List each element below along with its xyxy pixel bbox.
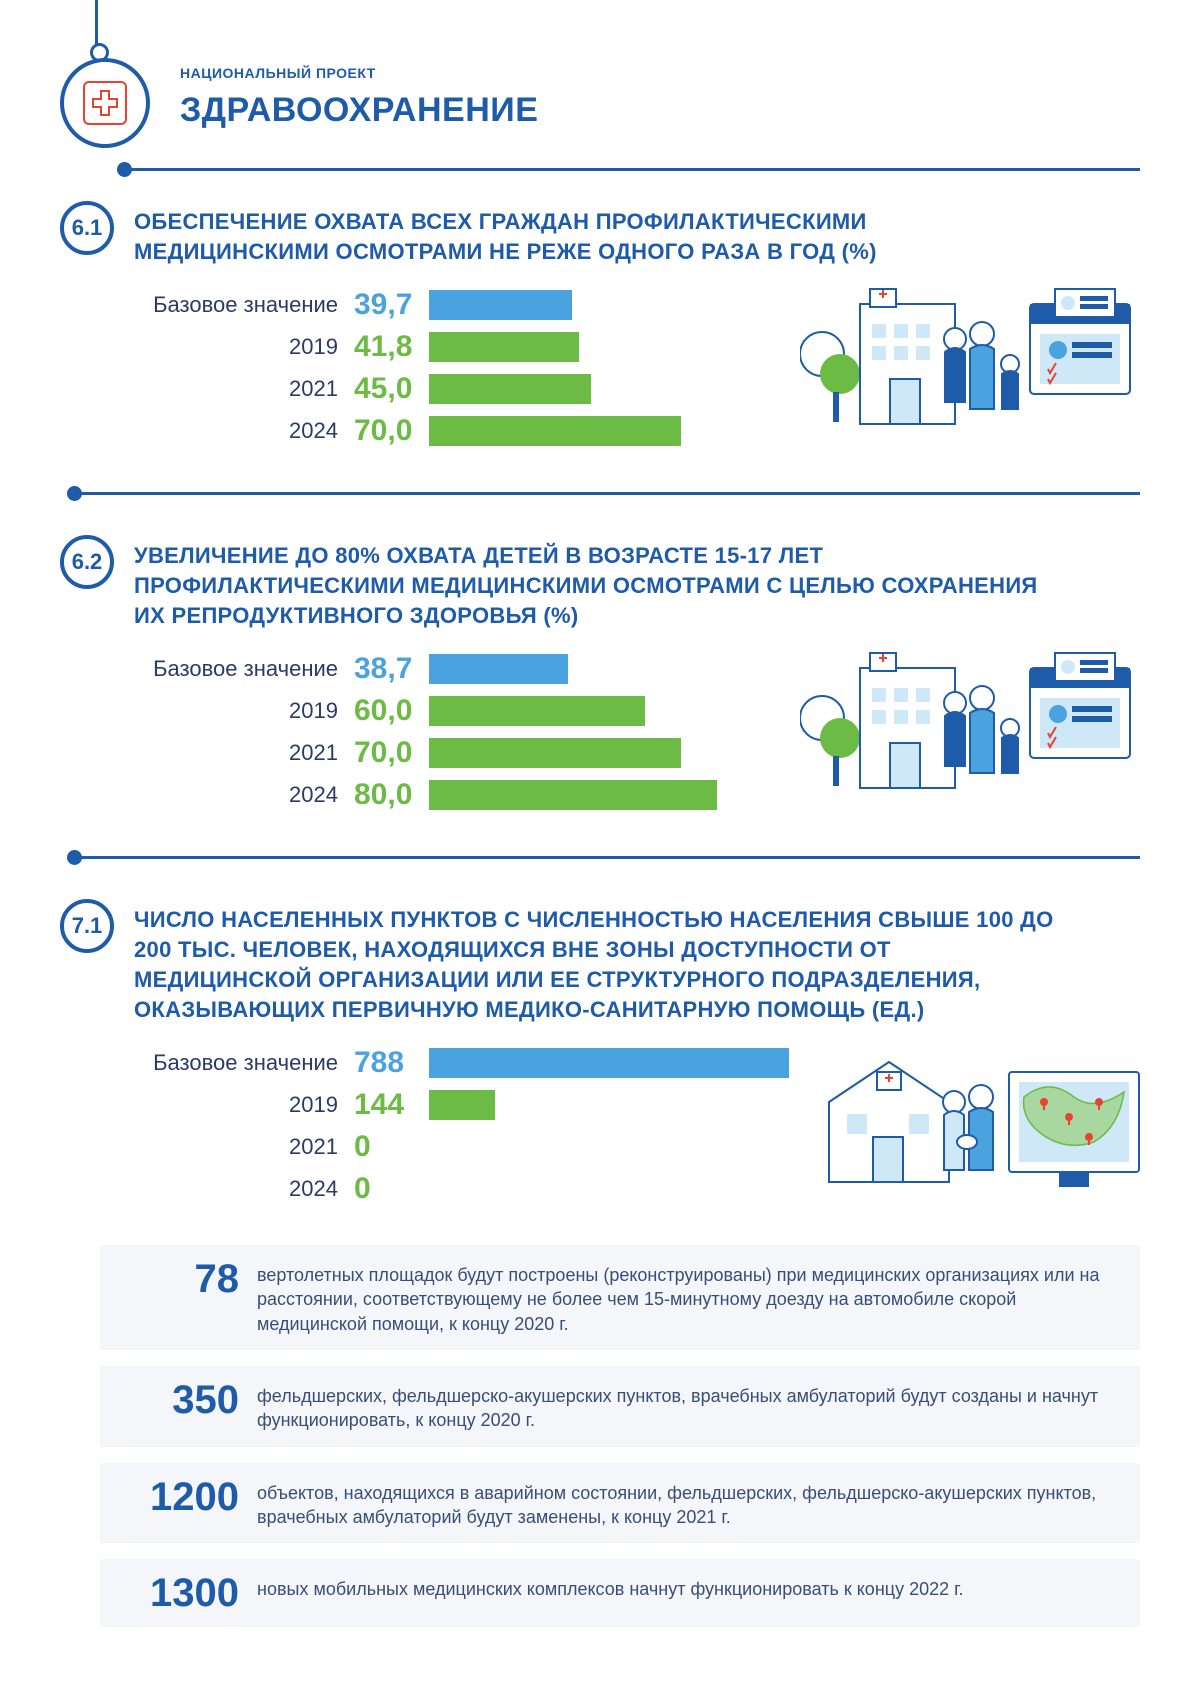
chart-bar bbox=[429, 738, 681, 768]
chart-row-label: 2019 bbox=[134, 1092, 354, 1118]
stat-text: вертолетных площадок будут построены (ре… bbox=[257, 1259, 1118, 1336]
chart-row-value: 80,0 bbox=[354, 778, 429, 812]
chart-row-label: 2021 bbox=[134, 740, 354, 766]
section-title: ЧИСЛО НАСЕЛЕННЫХ ПУНКТОВ С ЧИСЛЕННОСТЬЮ … bbox=[134, 905, 1054, 1024]
stat-number: 1200 bbox=[114, 1477, 239, 1517]
chart-row-label: 2024 bbox=[134, 1176, 354, 1202]
bar-chart: Базовое значение39,7201941,8202145,02024… bbox=[134, 284, 780, 452]
stat-row: 1300 новых мобильных медицинских комплекс… bbox=[100, 1559, 1140, 1627]
stat-text: новых мобильных медицинских комплексов н… bbox=[257, 1573, 963, 1601]
header-divider bbox=[120, 168, 1140, 171]
chart-row-label: 2021 bbox=[134, 376, 354, 402]
stat-number: 1300 bbox=[114, 1573, 239, 1613]
clinic-map-illustration bbox=[809, 1042, 1149, 1207]
stat-row: 350 фельдшерских, фельдшерско-акушерских … bbox=[100, 1366, 1140, 1447]
stat-text: объектов, находящихся в аварийном состоя… bbox=[257, 1477, 1118, 1530]
medical-cross-icon bbox=[83, 81, 127, 125]
chart-row-label: 2021 bbox=[134, 1134, 354, 1160]
stat-text: фельдшерских, фельдшерско-акушерских пун… bbox=[257, 1380, 1118, 1433]
chart-row: 202470,0 bbox=[134, 410, 780, 452]
chart-bar bbox=[429, 1048, 789, 1078]
chart-row: 201960,0 bbox=[134, 690, 780, 732]
section: 6.1 ОБЕСПЕЧЕНИЕ ОХВАТА ВСЕХ ГРАЖДАН ПРОФИ… bbox=[60, 201, 1140, 452]
chart-bar bbox=[429, 374, 591, 404]
chart-row: 201941,8 bbox=[134, 326, 780, 368]
chart-row-label: 2024 bbox=[134, 418, 354, 444]
chart-row: Базовое значение39,7 bbox=[134, 284, 780, 326]
chart-row-value: 38,7 bbox=[354, 652, 429, 686]
stats-list: 78 вертолетных площадок будут построены (… bbox=[100, 1245, 1140, 1627]
chart-row: 2019144 bbox=[134, 1084, 789, 1126]
section-badge: 6.1 bbox=[60, 201, 114, 255]
chart-row-value: 0 bbox=[354, 1172, 429, 1206]
chart-bar bbox=[429, 780, 717, 810]
bar-chart: Базовое значение78820191442021020240 bbox=[134, 1042, 789, 1210]
bar-chart: Базовое значение38,7201960,0202170,02024… bbox=[134, 648, 780, 816]
stat-row: 78 вертолетных площадок будут построены (… bbox=[100, 1245, 1140, 1350]
chart-bar bbox=[429, 696, 645, 726]
stat-number: 350 bbox=[114, 1380, 239, 1420]
header-title: ЗДРАВООХРАНЕНИЕ bbox=[180, 91, 538, 130]
chart-row-value: 70,0 bbox=[354, 736, 429, 770]
chart-row: Базовое значение788 bbox=[134, 1042, 789, 1084]
section: 6.2 УВЕЛИЧЕНИЕ ДО 80% ОХВАТА ДЕТЕЙ В ВОЗР… bbox=[60, 535, 1140, 816]
section-divider bbox=[70, 492, 1140, 495]
chart-row-value: 788 bbox=[354, 1046, 429, 1080]
section-badge: 6.2 bbox=[60, 535, 114, 589]
chart-row-value: 0 bbox=[354, 1130, 429, 1164]
chart-row: Базовое значение38,7 bbox=[134, 648, 780, 690]
chart-row-label: Базовое значение bbox=[134, 1050, 354, 1076]
chart-row: 20210 bbox=[134, 1126, 789, 1168]
chart-bar bbox=[429, 332, 579, 362]
stat-row: 1200 объектов, находящихся в аварийном со… bbox=[100, 1463, 1140, 1544]
chart-row-label: Базовое значение bbox=[134, 292, 354, 318]
chart-bar bbox=[429, 290, 572, 320]
section-badge: 7.1 bbox=[60, 899, 114, 953]
chart-row: 20240 bbox=[134, 1168, 789, 1210]
chart-bar bbox=[429, 416, 681, 446]
chart-row-label: 2019 bbox=[134, 334, 354, 360]
section-title: УВЕЛИЧЕНИЕ ДО 80% ОХВАТА ДЕТЕЙ В ВОЗРАСТ… bbox=[134, 541, 1054, 630]
chart-row-value: 70,0 bbox=[354, 414, 429, 448]
chart-row-value: 45,0 bbox=[354, 372, 429, 406]
header-subtitle: НАЦИОНАЛЬНЫЙ ПРОЕКТ bbox=[180, 65, 538, 81]
chart-row-value: 144 bbox=[354, 1088, 429, 1122]
hospital-family-illustration bbox=[800, 284, 1140, 449]
header-icon-circle bbox=[60, 58, 150, 148]
hospital-family-illustration bbox=[800, 648, 1140, 813]
chart-row: 202170,0 bbox=[134, 732, 780, 774]
stat-number: 78 bbox=[114, 1259, 239, 1299]
chart-row-value: 60,0 bbox=[354, 694, 429, 728]
chart-bar bbox=[429, 1090, 495, 1120]
section-divider bbox=[70, 856, 1140, 859]
chart-row: 202145,0 bbox=[134, 368, 780, 410]
chart-bar bbox=[429, 654, 568, 684]
section-title: ОБЕСПЕЧЕНИЕ ОХВАТА ВСЕХ ГРАЖДАН ПРОФИЛАК… bbox=[134, 207, 1054, 266]
chart-row-label: Базовое значение bbox=[134, 656, 354, 682]
chart-row-value: 39,7 bbox=[354, 288, 429, 322]
page-header: НАЦИОНАЛЬНЫЙ ПРОЕКТ ЗДРАВООХРАНЕНИЕ bbox=[60, 0, 1140, 148]
chart-row-label: 2019 bbox=[134, 698, 354, 724]
section: 7.1 ЧИСЛО НАСЕЛЕННЫХ ПУНКТОВ С ЧИСЛЕННОСТ… bbox=[60, 899, 1140, 1210]
chart-row-value: 41,8 bbox=[354, 330, 429, 364]
chart-row: 202480,0 bbox=[134, 774, 780, 816]
chart-row-label: 2024 bbox=[134, 782, 354, 808]
